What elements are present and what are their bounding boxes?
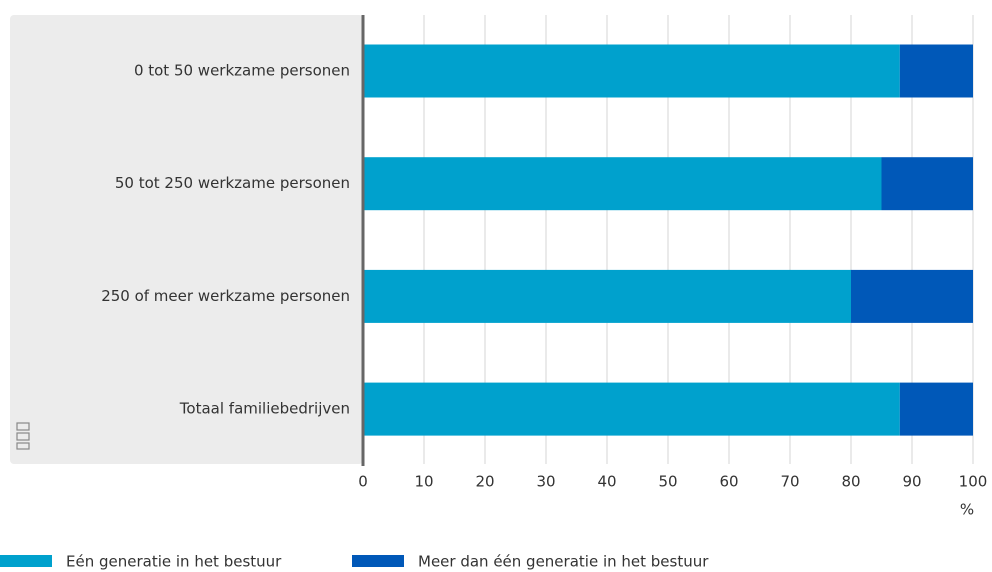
x-tick-label: 40 [597,473,616,491]
legend-label: Eén generatie in het bestuur [66,553,282,571]
x-tick-label: 50 [658,473,677,491]
x-tick-label: 80 [841,473,860,491]
legend-swatch [352,555,404,567]
x-tick-label: 70 [780,473,799,491]
legend-label: Meer dan één generatie in het bestuur [418,553,709,571]
bar [899,44,973,98]
x-tick-label: 20 [475,473,494,491]
x-tick-label: 90 [902,473,921,491]
bar [363,157,882,211]
label-panel [10,15,363,464]
bar [899,382,973,436]
x-tick-label: 100 [959,473,988,491]
legend-swatch [0,555,52,567]
bar [363,382,900,436]
y-tick-label: 50 tot 250 werkzame personen [115,174,350,192]
y-tick-label: 0 tot 50 werkzame personen [134,62,350,80]
x-axis-unit: % [960,501,974,519]
x-tick-label: 0 [358,473,368,491]
y-tick-label: 250 of meer werkzame personen [101,287,350,305]
x-tick-label: 60 [719,473,738,491]
bar [363,269,851,323]
x-tick-label: 10 [414,473,433,491]
y-tick-label: Totaal familiebedrijven [179,400,350,418]
bar [363,44,900,98]
logo [16,422,30,450]
bar [851,269,973,323]
bar [881,157,973,211]
x-tick-label: 30 [536,473,555,491]
